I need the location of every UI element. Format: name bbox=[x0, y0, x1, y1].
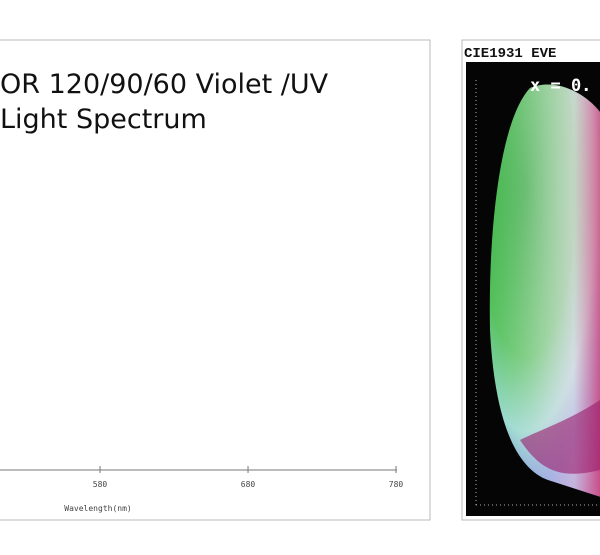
spectrum-panel bbox=[0, 39, 431, 521]
cie-purple bbox=[520, 400, 600, 474]
chart-title: OR 120/90/60 Violet /UV bbox=[0, 69, 329, 100]
x-tick-label: 780 bbox=[389, 480, 404, 489]
x-tick-label: 680 bbox=[241, 480, 256, 489]
cie-title: CIE1931 EVE bbox=[464, 46, 556, 62]
cie-gamut-overlay bbox=[489, 84, 600, 497]
x-tick-label: 580 bbox=[93, 480, 108, 489]
x-axis-label: Wavelength(nm) bbox=[64, 504, 131, 513]
chart-title: Light Spectrum bbox=[0, 104, 207, 135]
cie-readout: x = 0. bbox=[530, 76, 591, 96]
